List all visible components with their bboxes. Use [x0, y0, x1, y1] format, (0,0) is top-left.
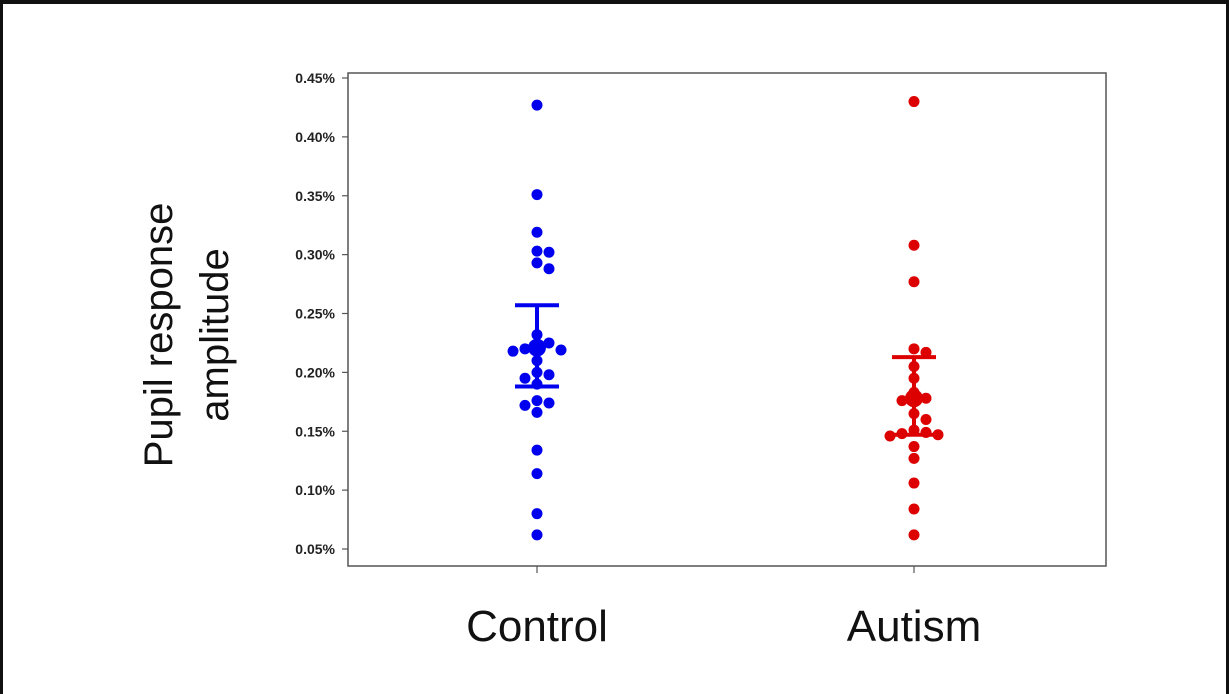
data-point-control — [543, 246, 555, 258]
data-point-autism — [932, 429, 944, 441]
data-point-autism — [896, 395, 908, 407]
error-bars — [515, 303, 936, 437]
data-point-control — [519, 372, 531, 384]
data-point-control — [531, 395, 543, 407]
data-points — [507, 96, 944, 541]
data-point-autism — [908, 96, 920, 108]
data-point-autism — [908, 503, 920, 515]
y-tick-label: 0.30% — [295, 247, 335, 263]
data-point-control — [507, 345, 519, 357]
data-point-control — [531, 257, 543, 269]
data-point-control — [531, 226, 543, 238]
y-axis-title: Pupil response amplitude — [137, 203, 237, 468]
data-point-control — [531, 99, 543, 111]
data-point-control — [531, 189, 543, 201]
y-axis: 0.05% 0.10% 0.15% 0.20% 0.25% 0.30% 0.35% 0.40%… — [295, 70, 348, 557]
y-tick-label: 0.20% — [295, 364, 335, 380]
data-point-control — [531, 529, 543, 541]
data-point-control — [531, 468, 543, 480]
data-point-autism — [908, 343, 920, 355]
data-point-control — [543, 263, 555, 275]
data-point-control — [555, 344, 567, 356]
data-point-autism — [908, 452, 920, 464]
data-point-autism — [920, 413, 932, 425]
x-axis: Control Autism — [466, 566, 981, 651]
data-point-control — [531, 406, 543, 418]
data-point-autism — [920, 392, 932, 404]
y-tick-label: 0.45% — [295, 70, 335, 86]
data-point-autism — [908, 239, 920, 251]
mean-marker — [905, 389, 923, 408]
y-axis-title-line-2: amplitude — [193, 248, 237, 421]
y-tick-label: 0.40% — [295, 129, 335, 145]
data-point-control — [519, 343, 531, 355]
data-point-control — [519, 399, 531, 411]
data-point-control — [543, 337, 555, 349]
data-point-autism — [908, 529, 920, 541]
data-point-control — [531, 245, 543, 257]
x-category-label: Control — [466, 602, 608, 651]
y-tick-label: 0.15% — [295, 423, 335, 439]
data-point-control — [531, 444, 543, 456]
y-tick-label: 0.35% — [295, 188, 335, 204]
y-axis-title-line-1: Pupil response — [137, 203, 181, 468]
y-tick-label: 0.10% — [295, 482, 335, 498]
y-tick-label: 0.05% — [295, 541, 335, 557]
data-point-autism — [908, 276, 920, 288]
mean-marker — [528, 338, 546, 357]
x-category-label: Autism — [847, 602, 981, 651]
data-point-control — [543, 369, 555, 381]
data-point-control — [543, 397, 555, 409]
data-point-autism — [908, 441, 920, 453]
plot-area-frame — [347, 72, 1107, 567]
data-point-autism — [908, 477, 920, 489]
y-tick-label: 0.25% — [295, 306, 335, 322]
data-point-control — [531, 508, 543, 520]
